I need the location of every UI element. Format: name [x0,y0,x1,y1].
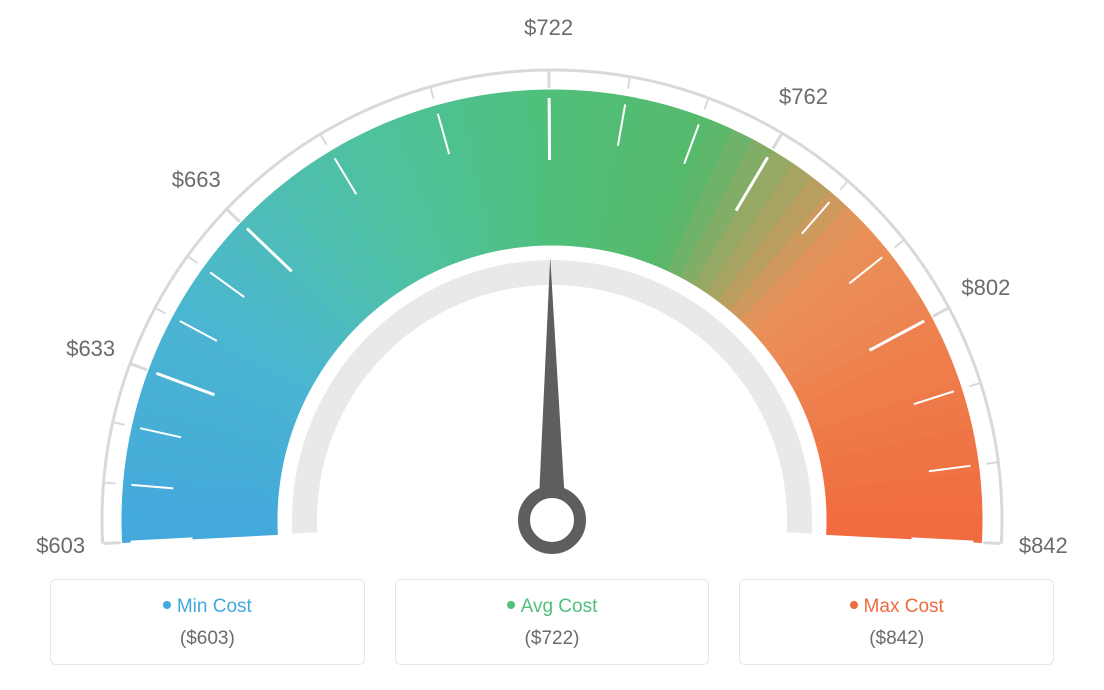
legend-dot-min [163,601,171,609]
legend-value-min: ($603) [61,628,354,650]
gauge-chart: $603 $633 $663 $722 $762 $802 $842 [0,0,1104,560]
legend-card-min: Min Cost ($603) [50,579,365,665]
legend-card-max: Max Cost ($842) [739,579,1054,665]
gauge-svg [0,0,1104,560]
legend-title-min: Min Cost [61,596,354,618]
chart-container: $603 $633 $663 $722 $762 $802 $842 Min Cost ($… [0,0,1104,690]
legend-label-min: Min Cost [177,596,252,617]
legend-dot-max [850,601,858,609]
gauge-tick-label: $762 [779,84,828,110]
legend-title-avg: Avg Cost [406,596,699,618]
legend-value-max: ($842) [750,628,1043,650]
legend-row: Min Cost ($603) Avg Cost ($722) Max Cost… [50,579,1054,665]
legend-dot-avg [507,601,515,609]
gauge-tick-label: $603 [36,533,85,559]
legend-label-avg: Avg Cost [521,596,598,617]
gauge-tick-label: $633 [66,336,115,362]
legend-card-avg: Avg Cost ($722) [395,579,710,665]
gauge-tick-label: $663 [172,167,221,193]
gauge-tick-label: $722 [524,15,573,41]
legend-label-max: Max Cost [864,596,944,617]
gauge-tick-label: $842 [1019,533,1068,559]
legend-title-max: Max Cost [750,596,1043,618]
legend-value-avg: ($722) [406,628,699,650]
gauge-tick-label: $802 [961,275,1010,301]
